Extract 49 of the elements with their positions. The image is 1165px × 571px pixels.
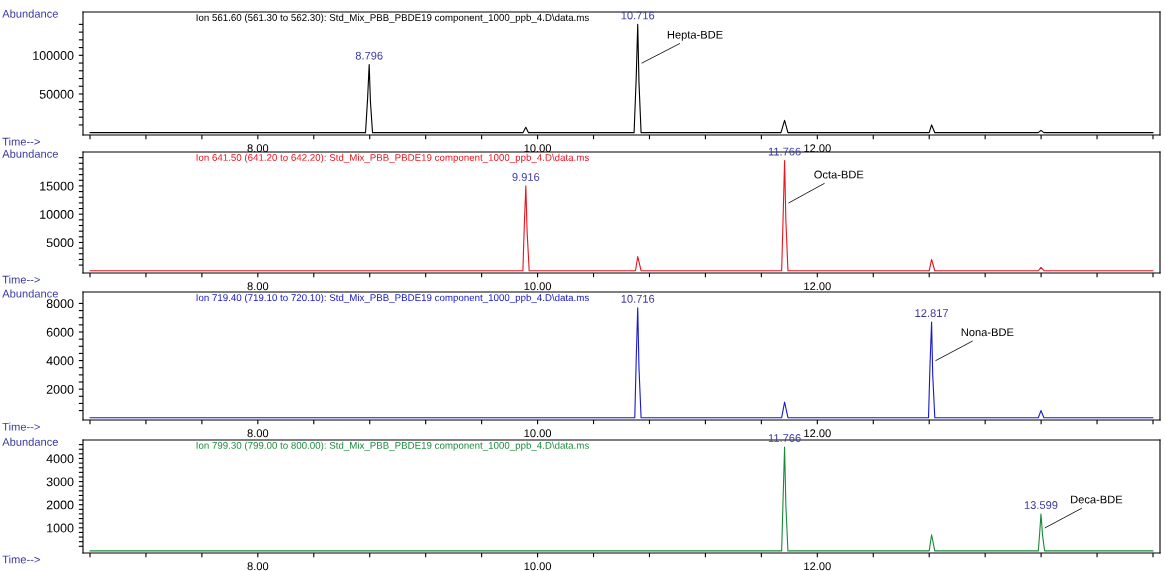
y-tick-label: 1000: [47, 523, 74, 533]
x-tick-label: 8.00: [247, 562, 269, 571]
annotation: Hepta-BDE: [667, 30, 723, 41]
chart-title: Ion 799.30 (799.00 to 800.00): Std_Mix_PBB_PBDE19 component_1000_ppb_4.D\data.ms: [196, 441, 589, 451]
chart-title: Ion 719.40 (719.10 to 720.10): Std_Mix_PBB_PBDE19 component_1000_ppb_4.D\data.ms: [196, 293, 589, 303]
x-axis-title: Time-->: [2, 422, 40, 431]
x-axis-title: Time-->: [2, 555, 40, 564]
annotation: 13.599: [1024, 501, 1058, 509]
annotation: 9.916: [512, 173, 540, 181]
line-series: [89, 307, 1154, 419]
x-tick-label: 12.00: [804, 282, 831, 291]
chart-title: Ion 561.60 (561.30 to 562.30): Std_Mix_PBB_PBDE19 component_1000_ppb_4.D\data.ms: [196, 13, 589, 23]
x-axis-title: Time-->: [2, 137, 40, 146]
x-tick-label: 12.00: [804, 562, 831, 571]
y-axis-title: Abundance: [2, 9, 58, 18]
y-tick-label: 15000: [40, 181, 74, 191]
y-tick-label: 5000: [46, 238, 74, 248]
y-tick-label: 3000: [46, 477, 74, 487]
x-tick-label: 8.00: [247, 144, 269, 153]
y-axis-title: Abundance: [2, 149, 58, 158]
x-tick-label: 10.00: [524, 429, 552, 438]
x-tick-label: 10.00: [524, 562, 552, 571]
y-tick-label: 2000: [46, 500, 74, 510]
x-axis-title: Time-->: [2, 275, 40, 284]
annotation: 11.766: [768, 147, 801, 156]
annotation: 8.796: [355, 51, 383, 60]
x-tick-label: 8.00: [247, 282, 269, 291]
y-tick-label: 6000: [46, 327, 74, 337]
annotation: 10.716: [621, 294, 655, 303]
x-tick-label: 10.00: [524, 144, 552, 153]
y-tick-label: 4000: [46, 356, 74, 366]
y-tick-label: 8000: [46, 299, 74, 309]
y-tick-label: 50000: [39, 89, 74, 99]
annotation: Octa-BDE: [814, 170, 864, 179]
annotation: Deca-BDE: [1071, 495, 1123, 504]
y-tick-label: 2000: [46, 384, 74, 394]
annotation: Nona-BDE: [961, 328, 1014, 337]
x-tick-label: 10.00: [524, 282, 552, 291]
chart-title: Ion 641.50 (641.20 to 642.20): Std_Mix_PBB_PBDE19 component_1000_ppb_4.D\data.ms: [196, 153, 589, 163]
y-tick-label: 4000: [46, 454, 74, 464]
x-tick-label: 12.00: [804, 429, 831, 438]
y-tick-label: 100000: [33, 51, 74, 60]
annotation: 10.716: [621, 11, 655, 20]
y-axis-title: Abundance: [2, 289, 58, 298]
x-tick-label: 8.00: [247, 429, 269, 438]
y-axis-title: Abundance: [2, 437, 58, 446]
y-tick-label: 10000: [40, 210, 74, 219]
x-tick-label: 12.00: [804, 144, 831, 153]
annotation: 12.817: [915, 309, 949, 318]
